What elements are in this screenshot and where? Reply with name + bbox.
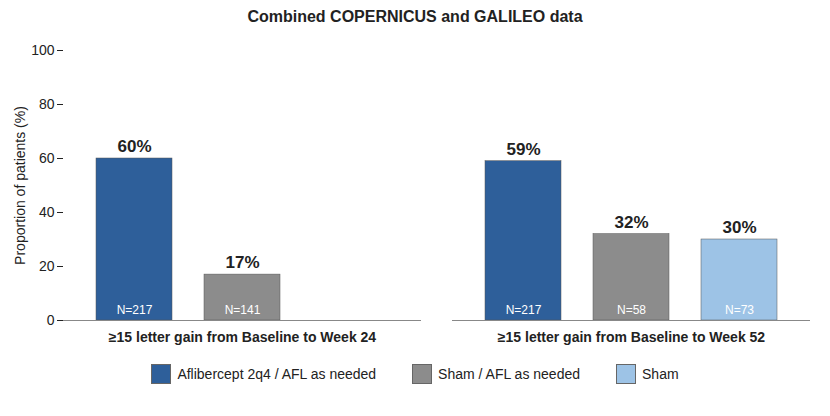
svg-text:32%: 32% xyxy=(614,213,648,232)
svg-text:30%: 30% xyxy=(722,218,756,237)
html-text:Sham / AFL as needed: Sham / AFL as needed xyxy=(438,366,580,382)
svg-text:N=141: N=141 xyxy=(225,303,261,317)
svg-text:N=217: N=217 xyxy=(506,303,542,317)
svg-text:60%: 60% xyxy=(117,137,151,156)
svg-text:≥15 letter gain from Baseline: ≥15 letter gain from Baseline to Week 52 xyxy=(498,329,766,345)
html-text:Combined COPERNICUS and GALILE: Combined COPERNICUS and GALILEO data xyxy=(247,8,583,25)
svg-text:N=73: N=73 xyxy=(725,303,754,317)
svg-text:100: 100 xyxy=(31,42,55,58)
svg-text:40: 40 xyxy=(39,204,55,220)
svg-text:20: 20 xyxy=(39,258,55,274)
svg-text:N=58: N=58 xyxy=(617,303,646,317)
svg-text:60: 60 xyxy=(39,150,55,166)
svg-text:80: 80 xyxy=(39,96,55,112)
svg-text:59%: 59% xyxy=(506,140,540,159)
svg-text:17%: 17% xyxy=(225,253,259,272)
svg-text:N=217: N=217 xyxy=(117,303,153,317)
svg-text:≥15 letter gain from Baseline: ≥15 letter gain from Baseline to Week 24 xyxy=(109,329,377,345)
svg-text:0: 0 xyxy=(47,312,55,328)
svg-text:Proportion of patients (%): Proportion of patients (%) xyxy=(12,106,28,265)
html-text:Aflibercept 2q4 / AFL as neede: Aflibercept 2q4 / AFL as needed xyxy=(177,366,377,382)
html-text:Sham: Sham xyxy=(642,366,679,382)
